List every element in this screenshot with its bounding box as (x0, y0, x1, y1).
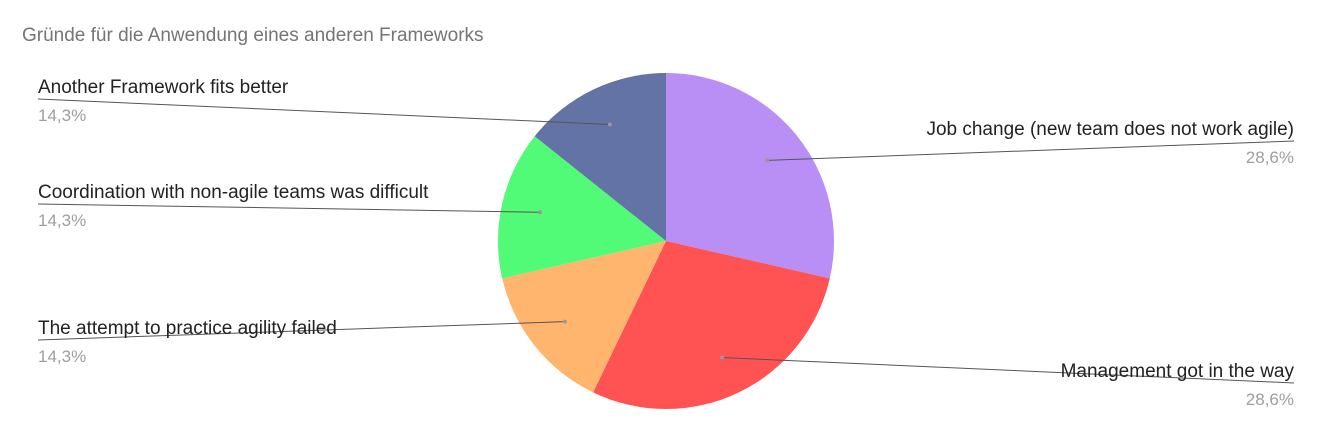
slice-value-5: 14,3% (38, 106, 86, 125)
slice-value-4: 14,3% (38, 211, 86, 230)
slice-value-3: 14,3% (38, 347, 86, 366)
slice-labels: Job change (new team does not work agile… (37, 77, 1295, 409)
leader-line-5 (37, 98, 610, 125)
pie-slice-1 (666, 73, 834, 279)
leader-line-3 (37, 321, 565, 341)
slice-label-1: Job change (new team does not work agile… (926, 119, 1294, 140)
leader-dot-2 (720, 355, 725, 360)
leader-line-2 (722, 357, 1295, 384)
leader-dot-3 (562, 319, 567, 324)
slice-label-3: The attempt to practice agility failed (38, 318, 337, 339)
leader-line-4 (37, 203, 540, 213)
leader-dot-4 (537, 210, 542, 215)
pie-slices (497, 73, 834, 409)
leader-dot-5 (607, 122, 612, 127)
pie-slice-3 (502, 241, 666, 393)
slice-value-2: 28,6% (1246, 390, 1294, 409)
slice-label-5: Another Framework fits better (38, 77, 289, 98)
pie-slice-4 (497, 136, 666, 279)
chart-title: Gründe für die Anwendung eines anderen F… (22, 25, 484, 46)
leader-dot-1 (765, 158, 770, 163)
pie-slice-2 (593, 241, 830, 409)
slice-label-4: Coordination with non-agile teams was di… (38, 182, 429, 203)
slice-label-2: Management got in the way (1061, 361, 1295, 382)
leader-line-1 (767, 140, 1295, 161)
slice-value-1: 28,6% (1246, 148, 1294, 167)
pie-slice-5 (534, 73, 666, 241)
